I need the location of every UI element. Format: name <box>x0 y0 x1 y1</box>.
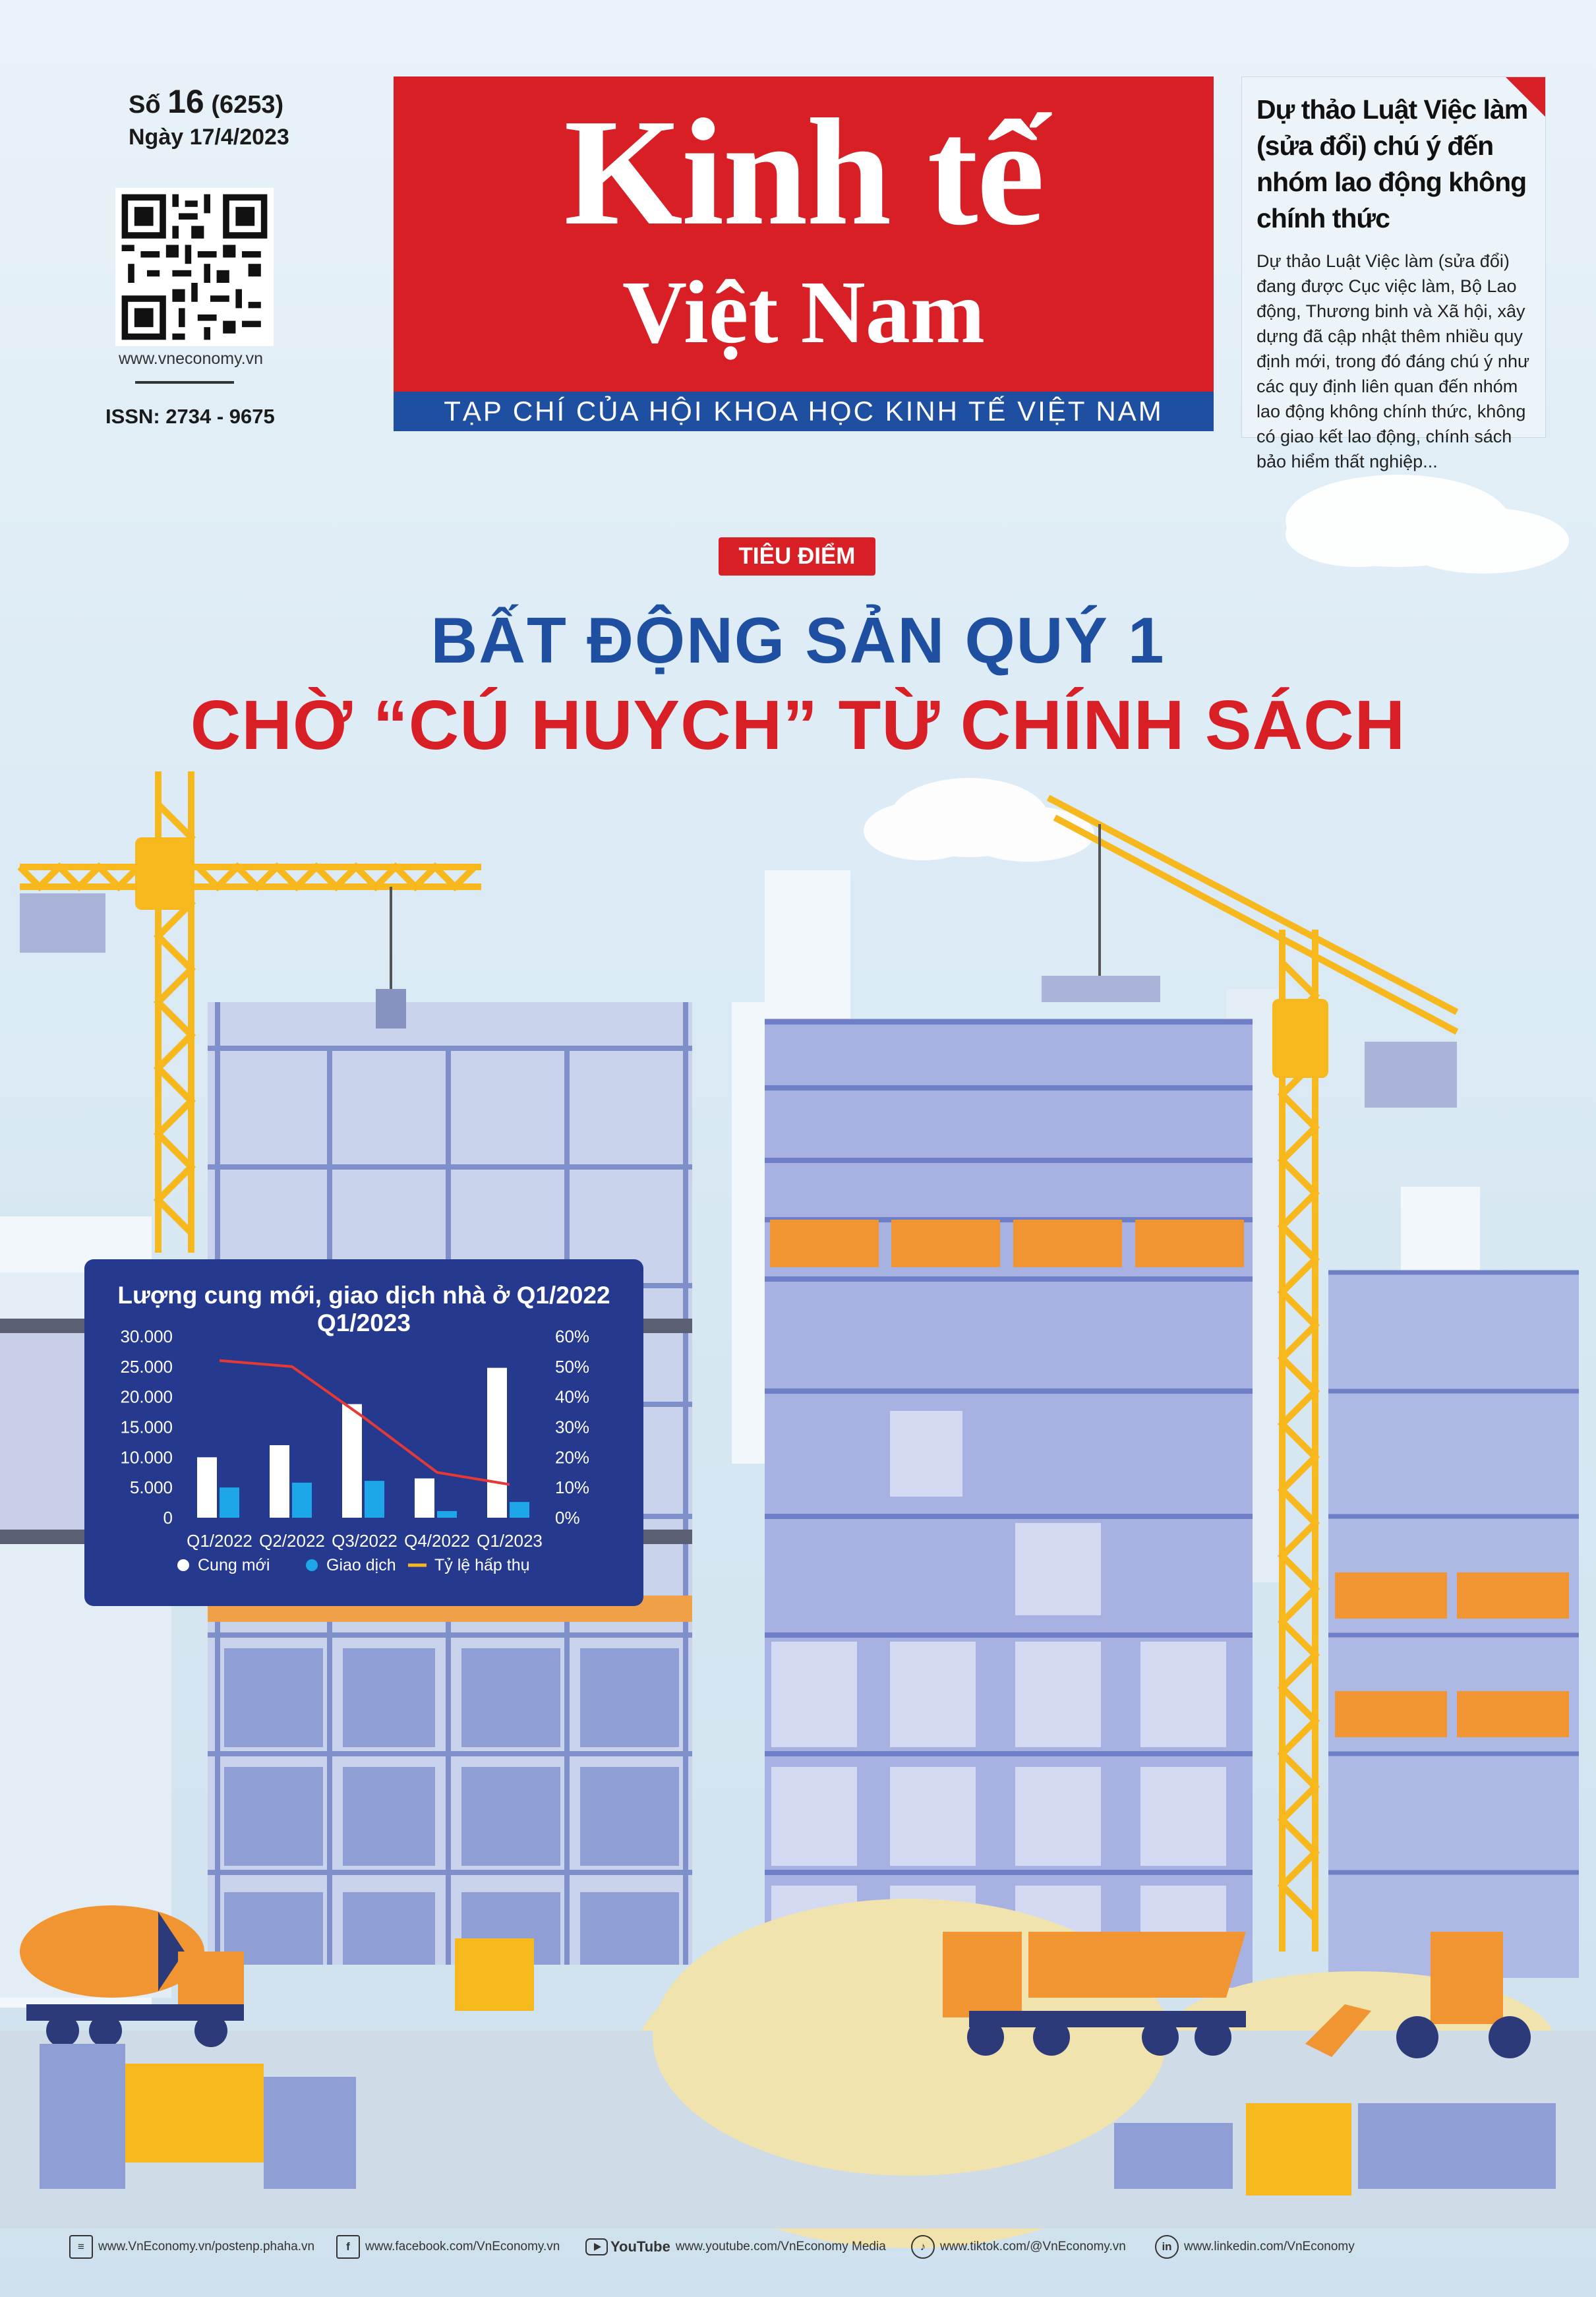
website-text[interactable]: www.vneconomy.vn <box>119 349 264 368</box>
mixer-truck <box>20 1905 244 2047</box>
absorption-line <box>219 1359 510 1486</box>
right-building <box>1328 1270 1579 1978</box>
pipes <box>40 2044 1556 2189</box>
issue-number: Số 16 (6253) <box>129 83 284 120</box>
bar-supply <box>342 1404 362 1518</box>
left-crane-cab <box>135 837 191 910</box>
y-left-tick-label: 20.000 <box>120 1387 173 1407</box>
footer-item-linkedin[interactable]: in www.linkedin.com/VnEconomy <box>1155 2227 1355 2267</box>
y-right-tick-label: 30% <box>555 1417 589 1437</box>
issue-date: Ngày 17/4/2023 <box>129 125 289 150</box>
chart-panel: Lượng cung mới, giao dịch nhà ở Q1/2022 … <box>84 1259 643 1606</box>
bar-supply <box>415 1478 434 1518</box>
footer-link-text[interactable]: www.VnEconomy.vn/postenp.phaha.vn <box>98 2240 315 2253</box>
legend-label: Cung mới <box>198 1556 270 1574</box>
footer-link-text[interactable]: www.linkedin.com/VnEconomy <box>1184 2240 1355 2253</box>
masthead-title-line1: Kinh tế <box>564 88 1044 257</box>
y-right-tick-label: 20% <box>555 1447 589 1467</box>
legend-marker-supply <box>177 1559 189 1571</box>
bar-supply <box>270 1445 289 1518</box>
y-right-tick-label: 60% <box>555 1327 589 1346</box>
bar-transactions <box>365 1481 384 1518</box>
footer: ≡ www.VnEconomy.vn/postenp.phaha.vn f ww… <box>0 2227 1596 2267</box>
x-tick-label: Q4/2022 <box>404 1531 470 1551</box>
footer-item-tiktok[interactable]: ♪ www.tiktok.com/@VnEconomy.vn <box>911 2227 1126 2267</box>
legend-marker-transactions <box>306 1559 318 1571</box>
y-left-tick-label: 30.000 <box>120 1327 173 1346</box>
y-left-tick-label: 5.000 <box>130 1477 173 1497</box>
footer-item-youtube[interactable]: YouTube www.youtube.com/VnEconomy Media <box>585 2227 886 2267</box>
footer-item-web[interactable]: ≡ www.VnEconomy.vn/postenp.phaha.vn <box>69 2227 314 2267</box>
divider <box>135 381 234 384</box>
x-tick-label: Q2/2022 <box>259 1531 325 1551</box>
right-crane-cab <box>1272 999 1328 1078</box>
masthead-subtitle: TẠP CHÍ CỦA HỘI KHOA HỌC KINH TẾ VIỆT NA… <box>394 392 1214 431</box>
issn: ISSN: 2734 - 9675 <box>105 405 275 428</box>
clouds <box>864 475 1569 862</box>
feature-headline-line2[interactable]: CHỜ “CÚ HUYCH” TỪ CHÍNH SÁCH <box>190 686 1406 764</box>
qr-code[interactable] <box>115 188 274 346</box>
loader <box>1305 1932 1531 2058</box>
y-right-tick-label: 40% <box>555 1387 589 1407</box>
bar-supply <box>197 1457 217 1518</box>
center-building <box>765 1019 1253 1988</box>
newspaper-icon: ≡ <box>69 2235 93 2259</box>
bar-transactions <box>437 1510 457 1518</box>
teaser-box[interactable]: Dự thảo Luật Việc làm (sửa đổi) chú ý đế… <box>1241 76 1546 471</box>
legend-label: Giao dịch <box>326 1556 396 1574</box>
x-tick-label: Q1/2022 <box>187 1531 252 1551</box>
teaser-body: Dự thảo Luật Việc làm (sửa đổi) đang đượ… <box>1256 251 1530 471</box>
x-tick-label: Q1/2023 <box>477 1531 543 1551</box>
legend-label: Tỷ lệ hấp thụ <box>434 1556 530 1574</box>
teaser-headline[interactable]: Dự thảo Luật Việc làm (sửa đổi) chú ý đế… <box>1256 94 1528 233</box>
chart-title: Lượng cung mới, giao dịch nhà ở Q1/2022 … <box>117 1282 610 1336</box>
y-left-tick-label: 10.000 <box>120 1447 173 1467</box>
y-left-tick-label: 25.000 <box>120 1357 173 1377</box>
right-crane <box>1046 794 1459 1952</box>
bar-supply <box>487 1367 507 1518</box>
bar-transactions <box>510 1502 529 1518</box>
masthead-logo: Kinh tế Việt Nam <box>394 76 1214 392</box>
bar-transactions <box>220 1487 239 1518</box>
feature-tag: TIÊU ĐIỂM <box>719 537 875 576</box>
facebook-icon: f <box>336 2235 360 2259</box>
corner-flag-icon <box>1506 77 1545 117</box>
masthead-title-line2: Việt Nam <box>622 263 986 362</box>
y-right-tick-label: 0% <box>555 1508 580 1528</box>
bar-transactions <box>292 1482 312 1518</box>
y-left-tick-label: 0 <box>163 1508 173 1528</box>
y-left-tick-label: 15.000 <box>120 1417 173 1437</box>
footer-link-text[interactable]: www.tiktok.com/@VnEconomy.vn <box>940 2240 1126 2253</box>
crates <box>119 1938 1351 2195</box>
youtube-icon: YouTube <box>585 2238 670 2255</box>
y-right-tick-label: 50% <box>555 1357 589 1377</box>
footer-link-text[interactable]: www.facebook.com/VnEconomy.vn <box>365 2240 560 2253</box>
dump-truck <box>943 1932 1246 2056</box>
y-right-tick-label: 10% <box>555 1477 589 1497</box>
footer-item-facebook[interactable]: f www.facebook.com/VnEconomy.vn <box>336 2227 560 2267</box>
tiktok-icon: ♪ <box>911 2235 935 2259</box>
footer-link-text[interactable]: www.youtube.com/VnEconomy Media <box>675 2240 886 2253</box>
chart-plot: 0 5.000 10.000 15.000 20.000 25.000 30.000 0% 10… <box>120 1327 589 1574</box>
x-tick-label: Q3/2022 <box>332 1531 398 1551</box>
issue-info: Số 16 (6253) Ngày 17/4/2023 <box>129 82 289 150</box>
feature-headline-line1[interactable]: BẤT ĐỘNG SẢN QUÝ 1 <box>430 604 1166 676</box>
linkedin-icon: in <box>1155 2235 1179 2259</box>
